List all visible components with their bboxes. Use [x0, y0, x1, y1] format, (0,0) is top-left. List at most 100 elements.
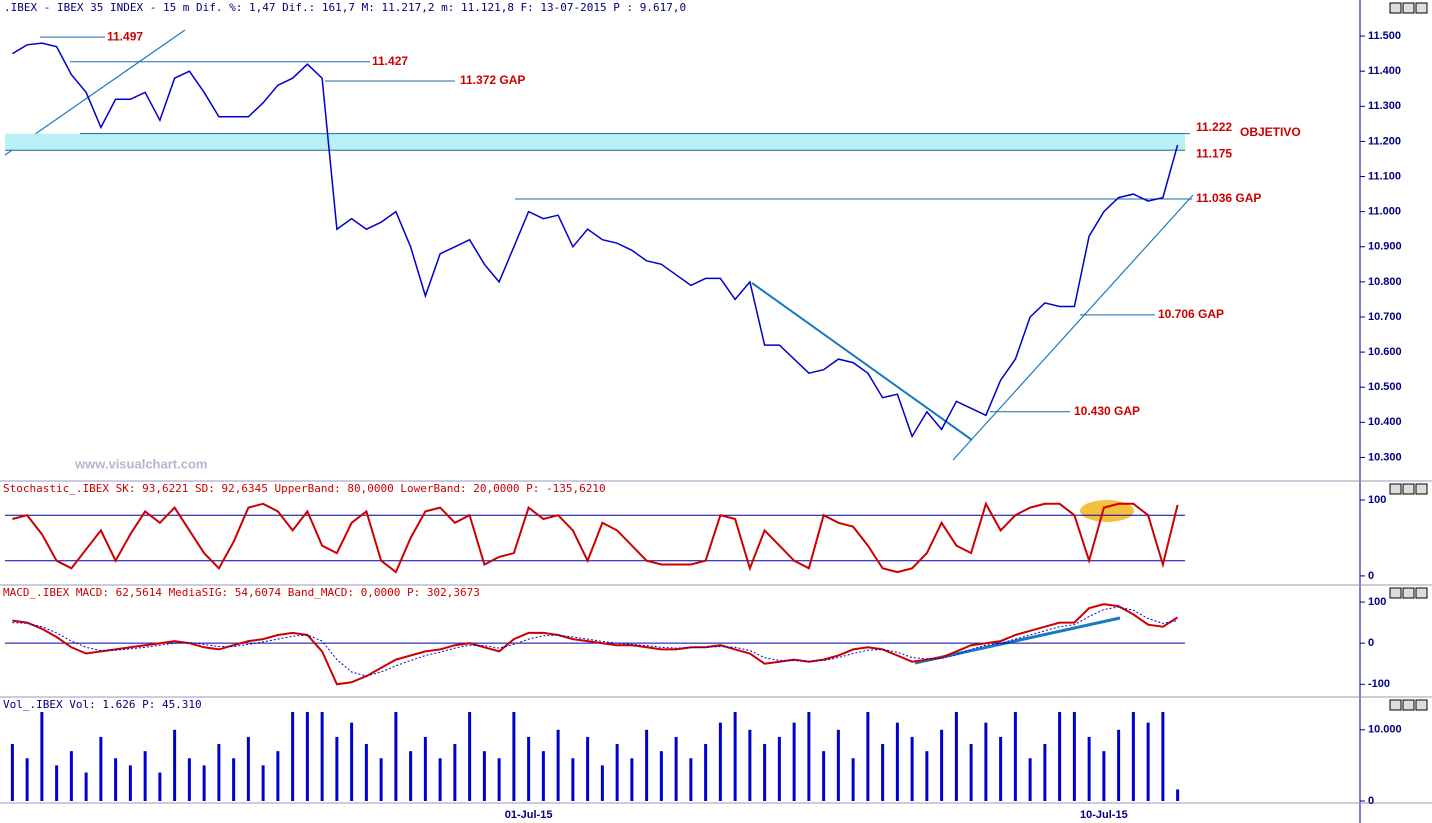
bar	[895, 722, 899, 801]
bar	[836, 729, 840, 801]
y-tick-label: 11.000	[1368, 206, 1401, 218]
bar	[69, 751, 73, 801]
bar	[423, 736, 427, 801]
bar	[940, 729, 944, 801]
y-tick-label: 11.100	[1368, 170, 1401, 182]
bar	[1131, 712, 1135, 801]
bar	[25, 758, 29, 801]
y-tick-label: 10.800	[1368, 276, 1402, 288]
bar	[586, 736, 590, 801]
y-tick-label: 100	[1368, 494, 1386, 506]
annotation-label: 11.036 GAP	[1196, 191, 1261, 205]
bar	[1087, 736, 1091, 801]
annotation-label: 10.706 GAP	[1158, 307, 1224, 321]
bar	[497, 758, 501, 801]
bar	[55, 765, 59, 801]
maximize-button[interactable]	[1402, 483, 1415, 495]
bar	[143, 751, 147, 801]
bar	[305, 712, 309, 801]
close-button[interactable]	[1415, 587, 1428, 599]
watermark: www.visualchart.com	[74, 456, 207, 471]
bar	[482, 751, 486, 801]
minimize-button[interactable]	[1389, 587, 1402, 599]
bar	[541, 751, 545, 801]
y-tick-label: 10.000	[1368, 724, 1402, 736]
bar	[202, 765, 206, 801]
bar	[777, 736, 781, 801]
bar	[217, 744, 221, 801]
minimize-button[interactable]	[1389, 699, 1402, 711]
minimize-button[interactable]	[1389, 483, 1402, 495]
bar	[128, 765, 132, 801]
bar	[10, 744, 14, 801]
data-line	[12, 606, 1178, 677]
y-tick-label: 10.900	[1368, 241, 1402, 253]
close-button[interactable]	[1415, 699, 1428, 711]
trend-line	[751, 282, 973, 441]
bar	[453, 744, 457, 801]
y-tick-label: 10.600	[1368, 346, 1402, 358]
data-line	[12, 603, 1179, 686]
bar	[158, 772, 162, 801]
panel-title: Vol_.IBEX Vol: 1.626 P: 45.310	[3, 698, 202, 711]
bar	[1072, 712, 1076, 801]
maximize-button[interactable]	[1402, 699, 1415, 711]
bar	[615, 744, 619, 801]
bar	[291, 712, 295, 801]
bar	[1161, 712, 1165, 801]
maximize-button[interactable]	[1402, 2, 1415, 14]
bar	[674, 736, 678, 801]
bar	[1146, 722, 1150, 801]
annotation-label: 10.430 GAP	[1074, 404, 1140, 418]
bar	[246, 736, 250, 801]
bar	[99, 736, 103, 801]
close-button[interactable]	[1415, 483, 1428, 495]
bar	[954, 712, 958, 801]
bar	[394, 712, 398, 801]
annotation-label: 11.497	[107, 29, 143, 43]
y-tick-label: 11.500	[1368, 30, 1401, 42]
data-line	[12, 501, 1179, 574]
bar	[261, 765, 265, 801]
minimize-button[interactable]	[1389, 2, 1402, 14]
bar	[173, 729, 177, 801]
y-tick-label: 11.300	[1368, 100, 1401, 112]
bar	[881, 744, 885, 801]
bar	[364, 744, 368, 801]
bar	[748, 729, 752, 801]
maximize-button[interactable]	[1402, 587, 1415, 599]
y-tick-label: 10.500	[1368, 381, 1402, 393]
bar	[571, 758, 575, 801]
bar	[335, 736, 339, 801]
y-tick-label: 10.400	[1368, 416, 1402, 428]
bar	[910, 736, 914, 801]
bar	[866, 712, 870, 801]
bar	[556, 729, 560, 801]
bar	[792, 722, 796, 801]
close-button[interactable]	[1415, 2, 1428, 14]
bar	[276, 751, 280, 801]
bar	[1013, 712, 1017, 801]
bar	[969, 744, 973, 801]
annotation-note: OBJETIVO	[1240, 125, 1301, 139]
annotation-label: 11.222	[1196, 120, 1232, 134]
bar	[187, 758, 191, 801]
panel-title: MACD_.IBEX MACD: 62,5614 MediaSIG: 54,60…	[3, 586, 480, 599]
x-tick-label: 01-Jul-15	[505, 809, 553, 821]
y-tick-label: 100	[1368, 596, 1386, 608]
bar	[763, 744, 767, 801]
bar	[1043, 744, 1047, 801]
bar	[379, 758, 383, 801]
y-tick-label: 0	[1368, 570, 1374, 582]
annotation-label: 11.175	[1196, 146, 1232, 160]
bar	[1028, 758, 1032, 801]
y-tick-label: 0	[1368, 795, 1374, 807]
zone-band	[5, 133, 1185, 151]
bar	[527, 736, 531, 801]
window-buttons[interactable]	[1389, 2, 1428, 711]
y-tick-label: 11.400	[1368, 65, 1401, 77]
bar	[999, 736, 1003, 801]
bar	[1117, 729, 1121, 801]
bar	[659, 751, 663, 801]
